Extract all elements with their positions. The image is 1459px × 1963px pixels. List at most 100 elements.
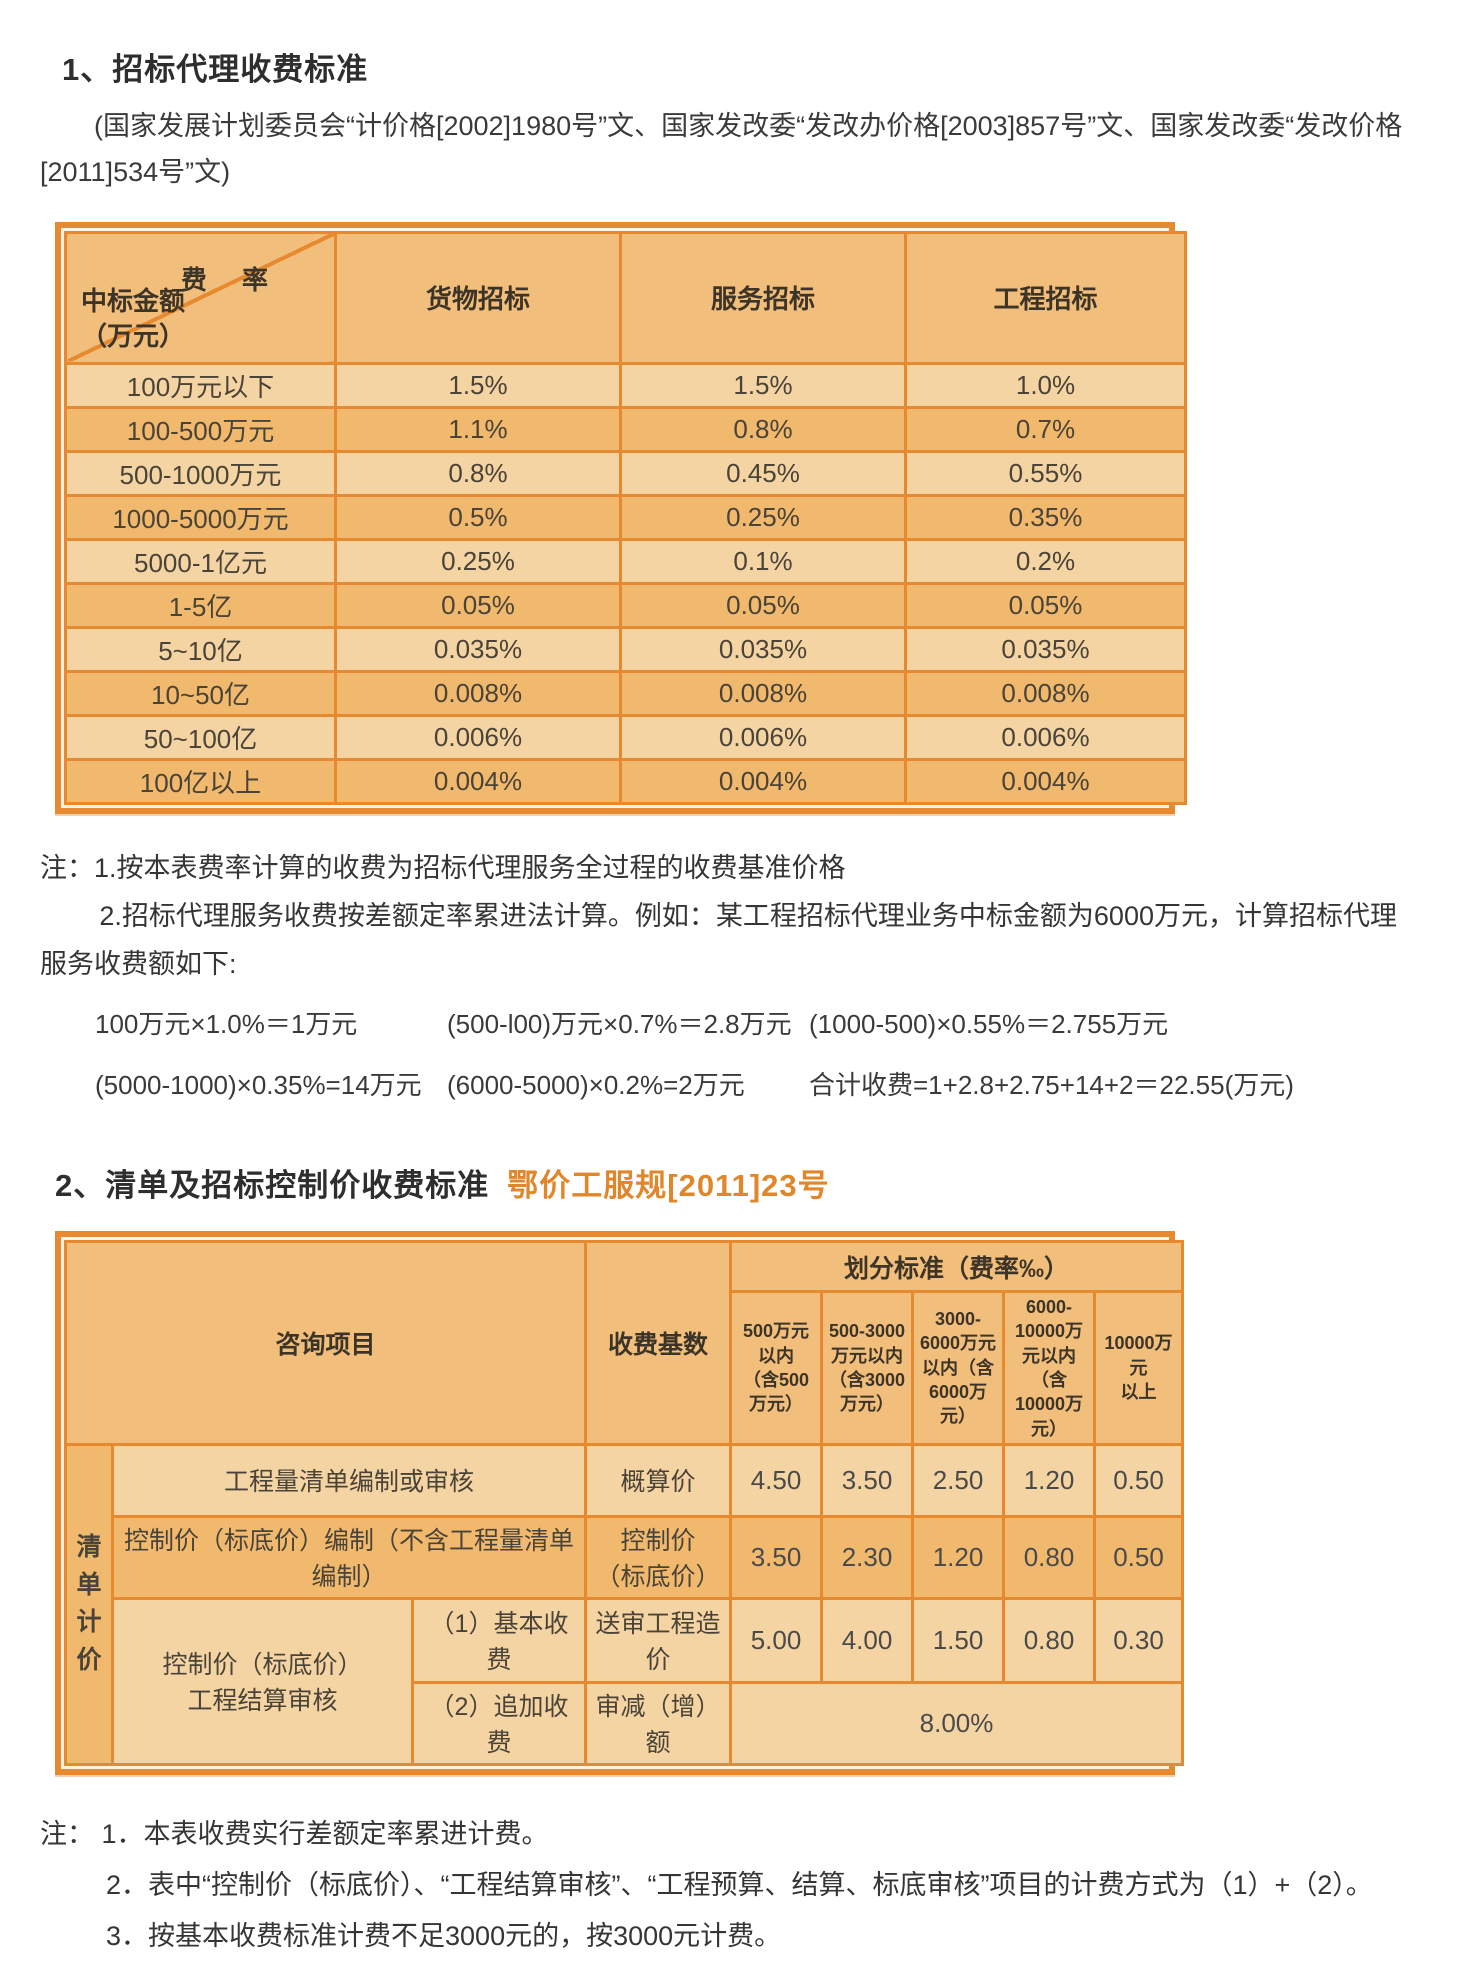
section2-regulation-ref: 鄂价工服规[2011]23号 — [507, 1168, 830, 1204]
table-row: 1000-5000万元 0.5% 0.25% 0.35% — [64, 493, 1187, 541]
rate-cell: 0.30 — [1093, 1596, 1185, 1684]
rate-cell: 1.20 — [1002, 1442, 1097, 1518]
rate-cell: 0.35% — [904, 493, 1187, 541]
row-label: 100亿以上 — [64, 757, 337, 805]
fee-base-header: 收费基数 — [584, 1240, 733, 1446]
section2-title: 2、清单及招标控制价收费标准 鄂价工服规[2011]23号 — [0, 1102, 1459, 1205]
formula: (1000-500)×0.55%＝2.755万元 — [809, 1009, 1169, 1040]
row-label: 5~10亿 — [64, 625, 337, 673]
rate-cell: 0.006% — [334, 713, 622, 761]
table-row: 控制价（标底价）编制（不含工程量清单编制） 控制价 （标底价） 3.50 2.3… — [66, 1514, 1185, 1600]
rate-cell: 1.5% — [619, 361, 907, 409]
row-label: 1-5亿 — [64, 581, 337, 629]
rate-cell: 0.035% — [334, 625, 622, 673]
rate-cell: 5.00 — [729, 1596, 824, 1684]
rate-cell: 3.50 — [820, 1442, 915, 1518]
sub-item-additional-fee: （2）追加收费 — [410, 1680, 588, 1766]
group-label-checklist-pricing: 清 单 计 价 — [64, 1442, 114, 1766]
section2-title-text: 2、清单及招标控制价收费标准 — [55, 1168, 490, 1204]
column-header-goods: 货物招标 — [334, 230, 622, 365]
rate-cell: 2.50 — [911, 1442, 1006, 1518]
column-header-services: 服务招标 — [619, 230, 907, 365]
agency-fee-table: 费 率 中标金额 （万元） 货物招标 服务招标 工程招标 100万元以下 1.5… — [55, 221, 1187, 814]
fee-base: 审减（增）额 — [584, 1680, 733, 1766]
table-row: 100亿以上 0.004% 0.004% 0.004% — [64, 757, 1187, 805]
rate-cell: 1.20 — [911, 1514, 1006, 1600]
rate-cell: 0.8% — [334, 449, 622, 497]
note-line-1: 注：1.按本表费率计算的收费为招标代理服务全过程的收费基准价格 — [40, 852, 846, 883]
fee-base: 控制价 （标底价） — [584, 1514, 733, 1600]
row-label: 100-500万元 — [64, 405, 337, 453]
rate-cell: 3.50 — [729, 1514, 824, 1600]
rate-cell: 0.006% — [904, 713, 1187, 761]
rate-cell: 0.55% — [904, 449, 1187, 497]
row-label: 10~50亿 — [64, 669, 337, 717]
range-header: 500万元以内 （含500万元） — [729, 1290, 824, 1446]
table2-header-row-1: 咨询项目 收费基数 划分标准（费率‰） — [63, 1240, 1185, 1446]
consult-item: 工程量清单编制或审核 — [110, 1442, 588, 1518]
note-line-3: 3．按基本收费标准计费不足3000元的，按3000元计费。 — [106, 1921, 782, 1952]
rate-cell: 0.8% — [619, 405, 907, 453]
rate-cell: 0.45% — [619, 449, 907, 497]
rate-cell: 0.008% — [619, 669, 907, 717]
row-label: 100万元以下 — [64, 361, 337, 409]
rate-cell: 0.006% — [619, 713, 907, 761]
rate-cell: 0.035% — [904, 625, 1187, 673]
note-line-2: 2．表中“控制价（标底价）、“工程结算审核”、“工程预算、结算、标底审核”项目的… — [106, 1870, 1373, 1901]
note-line-1: 注： 1．本表收费实行差额定率累进计费。 — [40, 1818, 549, 1849]
rate-cell: 0.004% — [619, 757, 907, 805]
formula: 100万元×1.0%＝1万元 — [95, 1009, 358, 1040]
rate-cell: 0.80 — [1002, 1596, 1097, 1684]
rate-cell: 4.00 — [820, 1596, 915, 1684]
consult-item-header: 咨询项目 — [63, 1240, 588, 1446]
rate-cell: 0.008% — [904, 669, 1187, 717]
rate-cell: 0.05% — [619, 581, 907, 629]
table-row: 控制价（标底价） 工程结算审核 （1）基本收费 送审工程造价 5.00 4.00… — [66, 1596, 1185, 1766]
table-row: 100万元以下 1.5% 1.5% 1.0% — [64, 361, 1187, 409]
rate-cell: 0.035% — [619, 625, 907, 673]
range-header: 3000-6000万元以内（含6000万元） — [911, 1290, 1006, 1446]
rate-cell: 0.50 — [1093, 1442, 1185, 1518]
formula: 合计收费=1+2.8+2.75+14+2＝22.55(万元) — [809, 1070, 1294, 1101]
rate-cell: 1.0% — [904, 361, 1187, 409]
range-header: 500-3000万元以内（含3000万元） — [820, 1290, 915, 1446]
rate-cell: 0.5% — [334, 493, 622, 541]
section1-title: 1、招标代理收费标准 — [62, 52, 369, 87]
row-label: 50~100亿 — [64, 713, 337, 761]
consult-item: 控制价（标底价）编制（不含工程量清单编制） — [110, 1514, 588, 1600]
rate-cell: 0.1% — [619, 537, 907, 585]
formula: (500-l00)万元×0.7%＝2.8万元 — [447, 1009, 792, 1040]
rate-cell: 0.7% — [904, 405, 1187, 453]
section2-notes: 注： 1．本表收费实行差额定率累进计费。 2．表中“控制价（标底价）、“工程结算… — [40, 1809, 1419, 1963]
note-line-2: 2.招标代理服务收费按差额定率累进法计算。例如：某工程招标代理业务中标金额为60… — [40, 900, 1397, 979]
fee-base: 送审工程造价 — [584, 1596, 733, 1684]
sub-item-basic-fee: （1）基本收费 — [410, 1596, 588, 1684]
table-row: 清 单 计 价 工程量清单编制或审核 概算价 4.50 3.50 2.50 1.… — [64, 1442, 1185, 1766]
table2-header-row-2: 500万元以内 （含500万元） 500-3000万元以内（含3000万元） 3… — [66, 1290, 1185, 1446]
rate-cell: 2.30 — [820, 1514, 915, 1600]
rate-cell: 0.25% — [619, 493, 907, 541]
formula: (6000-5000)×0.2%=2万元 — [447, 1070, 745, 1101]
rate-cell: 0.05% — [334, 581, 622, 629]
table-row: 500-1000万元 0.8% 0.45% 0.55% — [64, 449, 1187, 497]
rate-cell: 0.2% — [904, 537, 1187, 585]
table-row: 10~50亿 0.008% 0.008% 0.008% — [64, 669, 1187, 717]
division-standard-header: 划分标准（费率‰） — [729, 1240, 1185, 1294]
corner-amount-label: 中标金额 （万元） — [81, 285, 186, 351]
formula: (5000-1000)×0.35%=14万元 — [95, 1070, 422, 1101]
rate-cell-span: 8.00% — [729, 1680, 1185, 1766]
rate-cell: 0.004% — [334, 757, 622, 805]
rate-cell: 4.50 — [729, 1442, 824, 1518]
table-row: 1-5亿 0.05% 0.05% 0.05% — [64, 581, 1187, 629]
fee-calculation-examples: 100万元×1.0%＝1万元 (500-l00)万元×0.7%＝2.8万元 (1… — [95, 1004, 1419, 1102]
rate-cell: 0.50 — [1093, 1514, 1185, 1600]
rate-cell: 1.50 — [911, 1596, 1006, 1684]
rate-cell: 0.80 — [1002, 1514, 1097, 1600]
rate-cell: 0.05% — [904, 581, 1187, 629]
rate-cell: 1.1% — [334, 405, 622, 453]
column-header-engineering: 工程招标 — [904, 230, 1187, 365]
range-header: 10000万元 以上 — [1093, 1290, 1185, 1446]
row-label: 5000-1亿元 — [64, 537, 337, 585]
corner-rate-label: 费 率 — [180, 264, 282, 295]
section1-reference-docs: (国家发展计划委员会“计价格[2002]1980号”文、国家发改委“发改办价格[… — [40, 111, 1403, 188]
